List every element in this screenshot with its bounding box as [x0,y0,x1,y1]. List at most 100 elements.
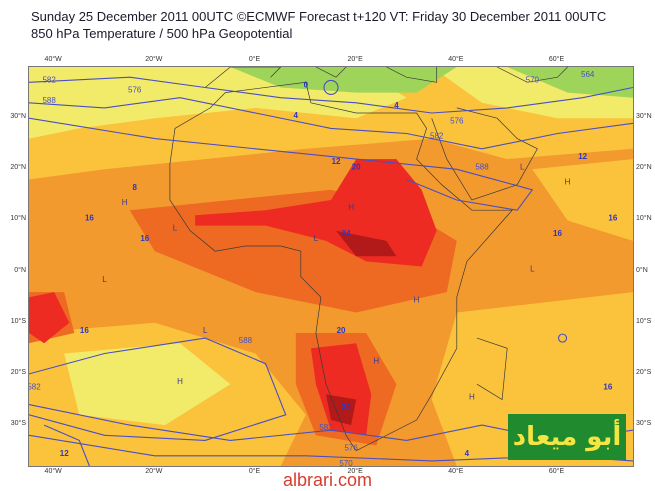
lon-tick-bottom-0: 40°W [44,468,62,475]
geopotential-contour-6 [43,424,90,466]
lon-tick-top-2: 0°E [248,56,261,63]
temperature-label-15: 4 [294,111,299,120]
geopotential-contour-3 [29,337,287,441]
pressure-mark-7: H [469,393,475,402]
lat-tick-left-6: 30°S [10,420,26,428]
pressure-mark-2: L [102,275,107,284]
geopotential-label-2: 576 [128,86,142,95]
pressure-mark-12: L [203,326,208,335]
temperature-label-14: 0 [304,80,309,89]
pressure-mark-3: H [348,203,354,212]
lat-tick-right-1: 20°N [636,164,652,172]
map-title: Sunday 25 December 2011 00UTC ©ECMWF For… [31,9,607,24]
temp-blob-6 [64,343,231,426]
temperature-label-3: 16 [140,234,149,243]
pressure-mark-11: H [177,377,183,386]
coastline-6 [496,67,568,83]
temperature-shading [29,67,633,466]
temp-blob-3 [230,67,457,93]
lat-tick-right-3: 0°N [636,266,648,274]
site-watermark: albrari.com [282,470,373,490]
lon-tick-top-5: 60°E [548,56,565,63]
lon-tick-top-0: 40°W [44,56,62,63]
map-subtitle: 850 hPa Temperature / 500 hPa Geopotenti… [31,26,293,41]
coastlines [169,67,568,452]
lat-tick-left-2: 10°N [10,215,26,223]
lon-tick-bottom-5: 60°E [548,468,565,475]
temperature-label-17: 4 [465,449,470,458]
lat-tick-left-1: 20°N [10,164,26,172]
lat-tick-right-4: 10°S [636,317,652,325]
lon-tick-top-4: 40°E [448,56,464,63]
temperature-label-5: 12 [60,449,69,458]
arabic-watermark-box: أبو ميعاد [508,414,626,460]
coastline-5 [386,67,438,83]
map-canvas: 582 588 576 582 576 588 570 564 588 582 582 576 570 2… [29,67,633,466]
pressure-mark-9: H [565,178,571,187]
lon-tick-top-3: 20°E [347,56,363,63]
temperature-label-2: 16 [85,213,94,222]
pressure-mark-5: H [414,295,420,304]
temp-blob-16 [326,394,357,426]
lon-tick-bottom-3: 20°E [347,468,363,475]
closed-contour-south [557,333,568,343]
temp-blob-14 [310,343,372,436]
temperature-label-6: 24 [342,229,351,238]
geopotential-contour-0 [29,97,633,150]
geopotential-label-4: 576 [450,116,464,125]
lat-tick-right-0: 30°N [636,113,652,121]
temperature-label-11: 16 [553,229,562,238]
lat-tick-right-6: 30°S [636,420,652,428]
temp-blob-15 [336,230,397,257]
pressure-mark-10: L [530,265,535,274]
geopotential-label-0: 582 [42,75,56,84]
temperature-label-9: 12 [578,152,587,161]
geopotential-label-10: 582 [319,423,333,432]
coastline-4 [315,67,347,78]
temperature-label-10: 16 [608,213,617,222]
lon-tick-bottom-2: 0°E [248,468,261,475]
contour-labels: 582 588 576 582 576 588 570 564 588 582 582 576 570 2… [29,70,618,466]
lon-tick-top-1: 20°W [145,56,163,63]
lat-tick-left-0: 30°N [10,113,26,121]
temperature-label-0: 20 [352,162,361,171]
coastline-1 [431,107,538,201]
coastline-2 [476,337,508,401]
geopotential-label-11: 576 [344,444,358,453]
temp-blob-8 [532,159,633,241]
temperature-label-1: 12 [332,157,341,166]
temperature-label-16: 8 [132,183,137,192]
coastline-3 [204,67,282,88]
geopotential-label-7: 564 [581,70,595,79]
lat-tick-left-5: 20°S [10,368,26,376]
geopotential-label-9: 582 [29,382,41,391]
arabic-watermark-text: أبو ميعاد [512,422,622,452]
pressure-mark-6: H [373,357,379,366]
geopotential-label-5: 588 [475,162,489,171]
geopotential-label-1: 588 [42,96,56,105]
closed-contour-north [323,79,339,96]
pressure-mark-8: L [520,162,525,171]
lon-tick-bottom-1: 20°W [145,468,163,475]
coastline-0 [169,81,513,452]
geopotential-label-12: 570 [339,459,353,466]
pressure-mark-4: L [314,234,319,243]
geopotential-contour-1 [29,76,633,114]
temp-blob-13 [29,292,70,344]
temp-blob-4 [507,67,633,98]
lon-tick-bottom-4: 40°E [448,468,464,475]
lat-tick-right-2: 10°N [636,215,652,223]
geopotential-label-3: 582 [430,132,444,141]
geopotential-label-8: 588 [239,336,253,345]
temperature-label-13: 4 [394,101,399,110]
temperature-label-12: 16 [603,382,612,391]
temperature-label-4: 16 [80,326,89,335]
lat-tick-left-3: 0°N [14,266,26,274]
temperature-label-8: 24 [342,403,351,412]
pressure-mark-0: H [122,198,128,207]
forecast-map[interactable]: 582 588 576 582 576 588 570 564 588 582 582 576 570 2… [28,66,634,467]
geopotential-label-6: 570 [526,75,540,84]
geopotential-contour-2 [29,117,534,211]
temperature-label-7: 20 [337,326,346,335]
lat-tick-right-5: 20°S [636,368,652,376]
